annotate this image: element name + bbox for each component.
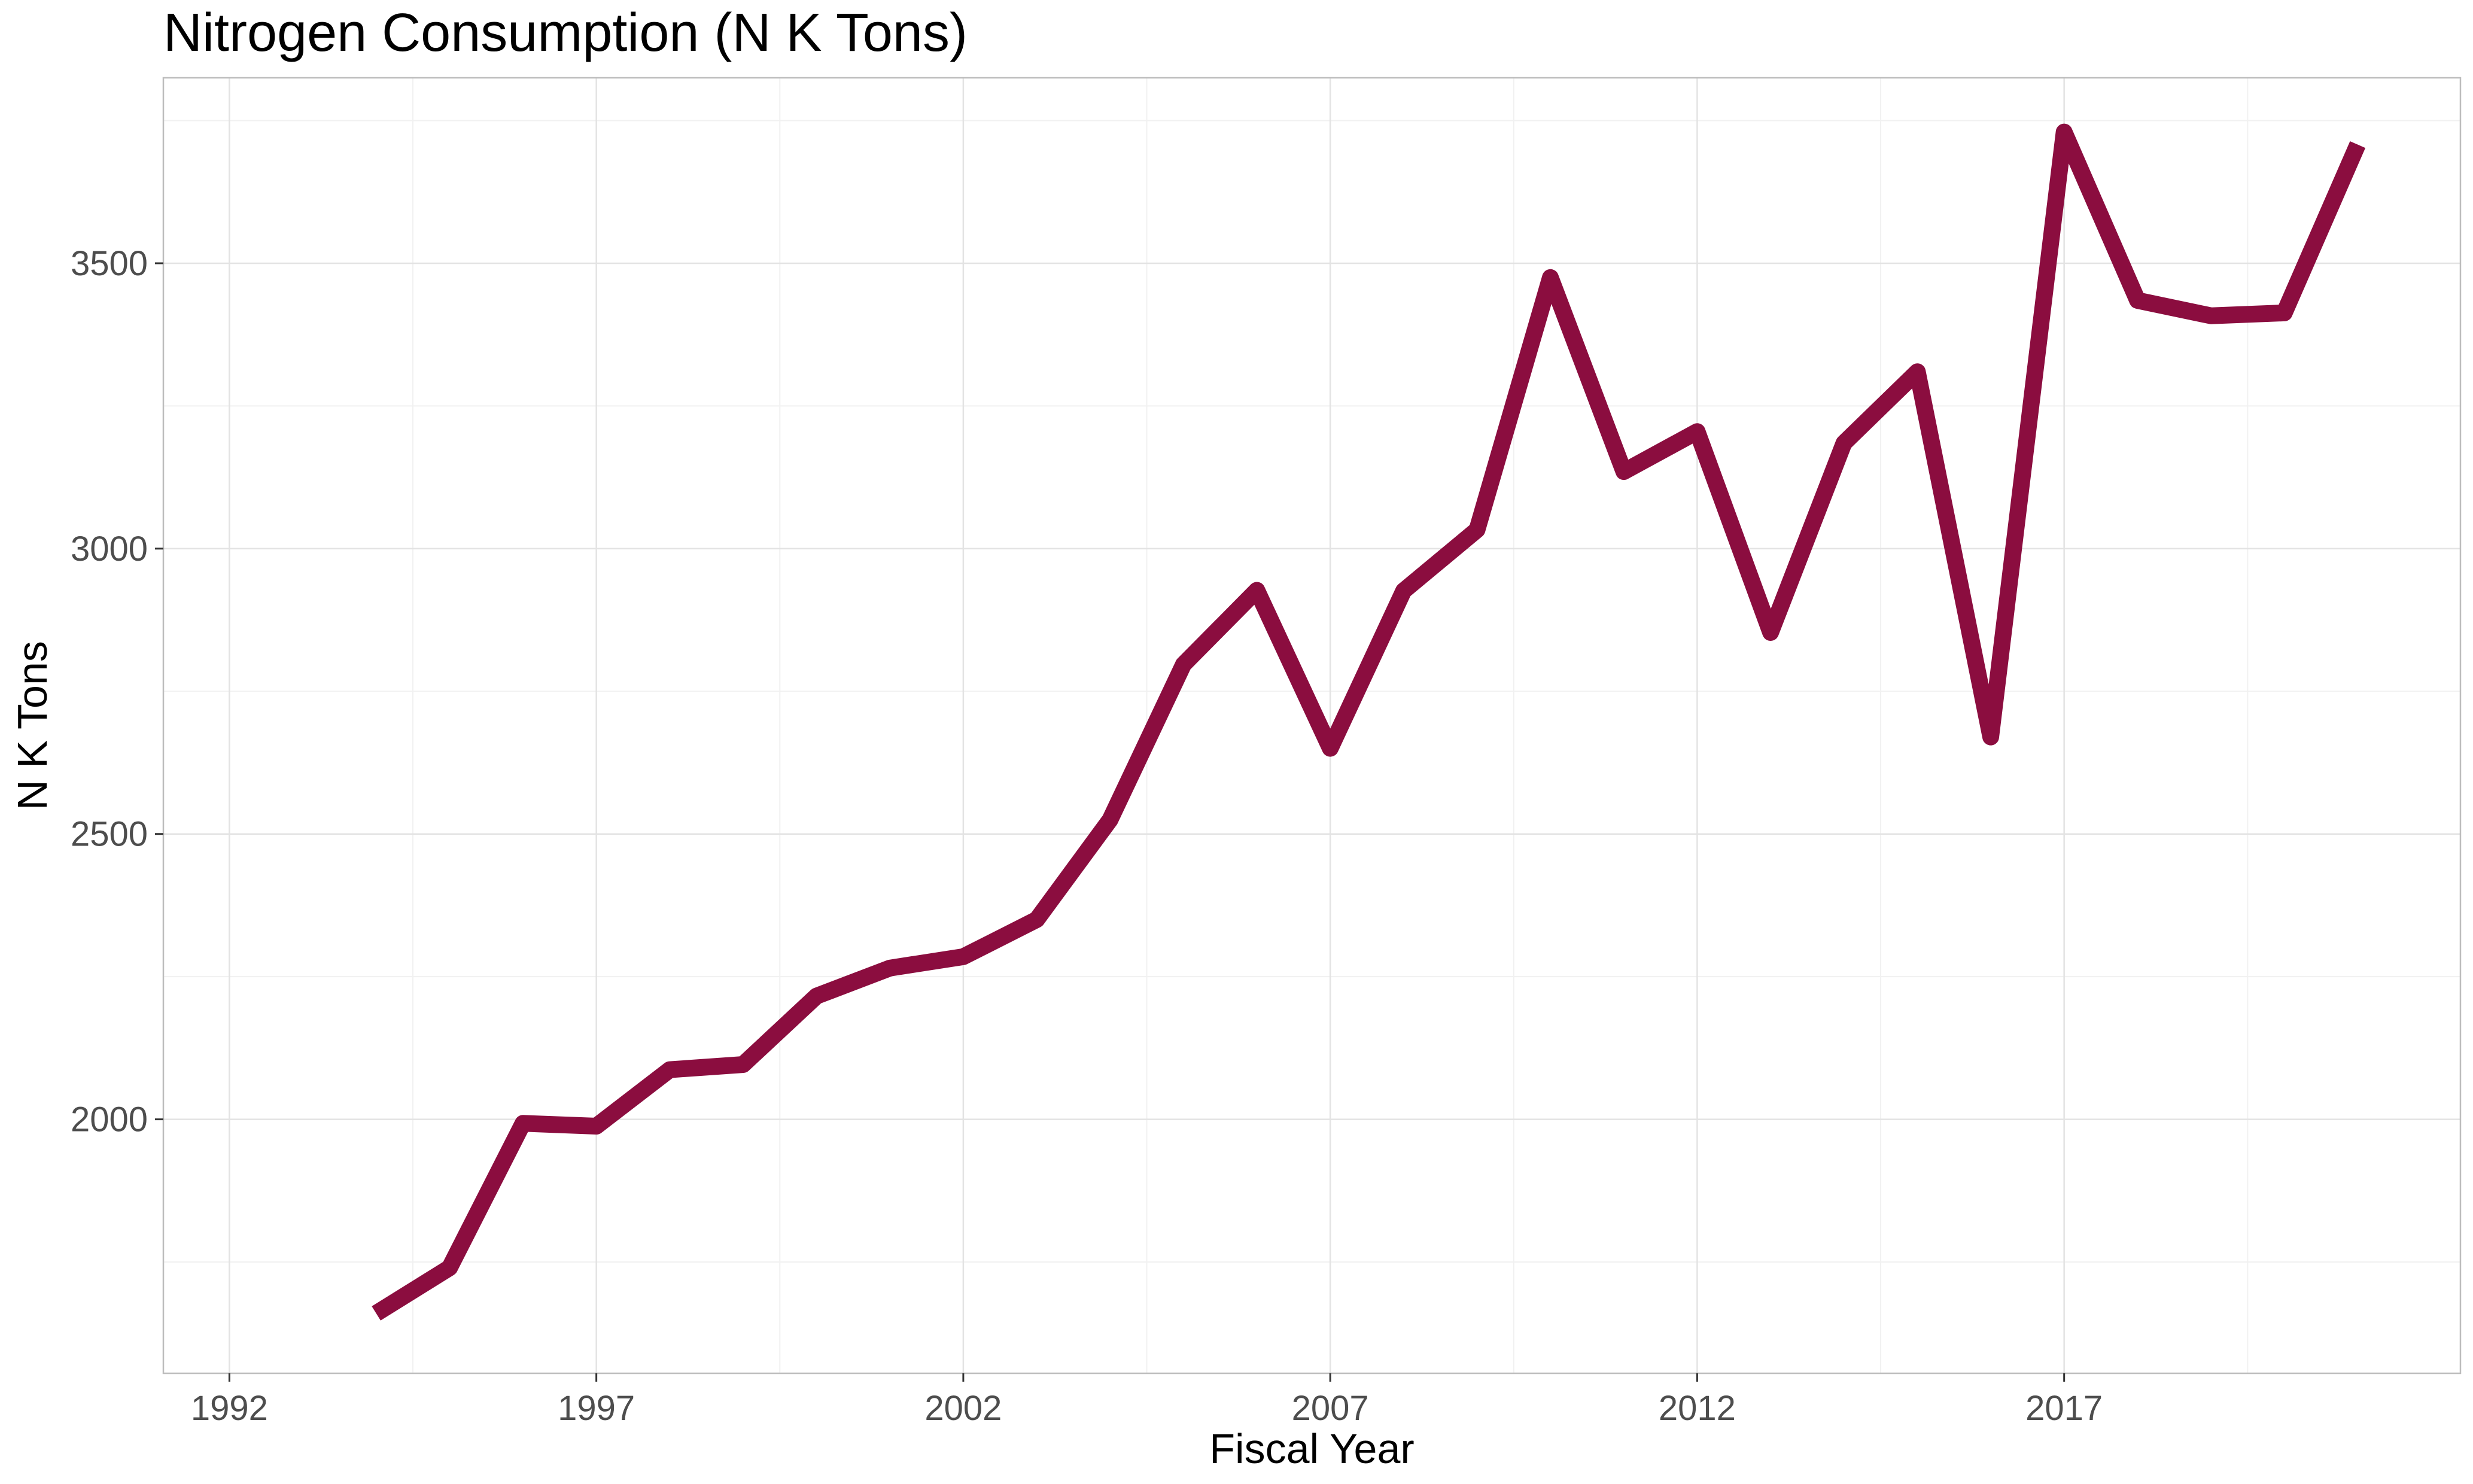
- grid: [163, 78, 2460, 1373]
- x-axis-title: Fiscal Year: [1209, 1425, 1414, 1472]
- x-tick-label: 1997: [558, 1389, 635, 1428]
- series-line: [372, 123, 2366, 1321]
- y-tick-label: 2500: [71, 815, 148, 854]
- y-tick-label: 3500: [71, 244, 148, 283]
- y-axis-title: N K Tons: [9, 641, 56, 810]
- y-axis-ticks: 2000 2500 3000 3500: [71, 244, 163, 1139]
- x-tick-label: 2002: [924, 1389, 1002, 1428]
- plot-panel: [162, 77, 2462, 1374]
- x-axis-ticks: 1992 1997 2002 2007 2012 2017: [191, 1373, 2103, 1428]
- x-tick-label: 1992: [191, 1389, 268, 1428]
- y-tick-label: 2000: [71, 1100, 148, 1139]
- y-tick-label: 3000: [71, 530, 148, 568]
- series-layer: [372, 123, 2366, 1321]
- chart-title: Nitrogen Consumption (N K Tons): [163, 3, 968, 63]
- x-tick-label: 2012: [1659, 1389, 1736, 1428]
- x-tick-label: 2017: [2025, 1389, 2103, 1428]
- x-tick-label: 2007: [1292, 1389, 1369, 1428]
